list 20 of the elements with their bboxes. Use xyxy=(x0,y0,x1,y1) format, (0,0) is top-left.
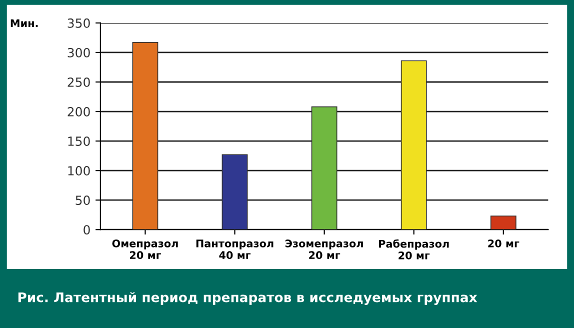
y-tick-label: 100 xyxy=(68,166,90,176)
x-tick-label: Эзомепразол 20 мг xyxy=(285,240,363,260)
y-tick-label: 350 xyxy=(68,18,90,28)
y-tick-label: 0 xyxy=(84,225,90,235)
text: Рис. Латентный период препаратов в исследуемых группах xyxy=(18,292,478,305)
x-tick-label: Рабепразол 20 мг xyxy=(379,239,449,260)
y-tick-label: 250 xyxy=(68,77,90,87)
y-tick-label: 300 xyxy=(68,48,90,58)
y-tick-label: 150 xyxy=(68,136,90,146)
y-axis-title: Мин. xyxy=(10,19,38,27)
y-tick-label: 50 xyxy=(76,196,90,206)
y-tick-label: 200 xyxy=(68,106,90,116)
x-tick-label: 20 мг xyxy=(488,240,520,248)
bar xyxy=(311,106,338,230)
x-tick-label: Пантопразол 40 мг xyxy=(196,240,274,260)
bar xyxy=(400,60,427,230)
x-tick-label: Омепразол 20 мг xyxy=(112,240,178,260)
bar xyxy=(132,42,158,230)
bar xyxy=(490,216,516,230)
bar xyxy=(222,154,248,230)
